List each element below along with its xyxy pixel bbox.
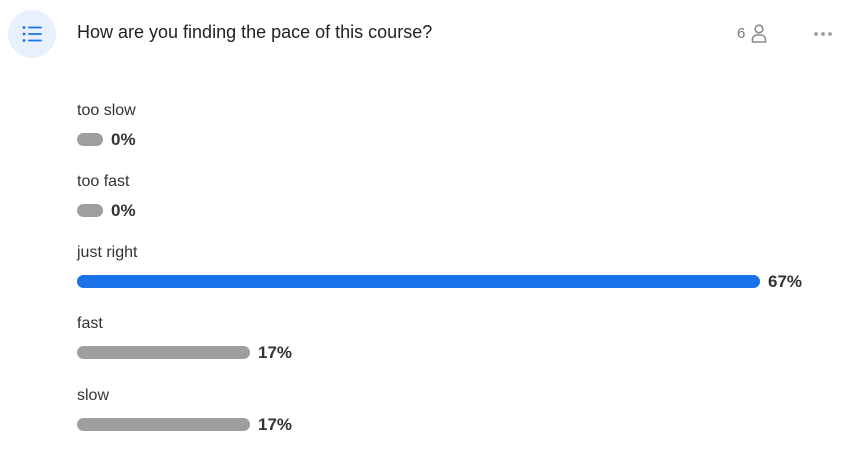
option-percent: 17% bbox=[258, 343, 293, 362]
poll-option: fast 17% bbox=[77, 315, 837, 375]
option-label: just right bbox=[77, 244, 138, 261]
option-label: too slow bbox=[77, 102, 136, 119]
poll-option: slow 17% bbox=[77, 387, 837, 447]
poll-option: just right 67% bbox=[77, 244, 837, 304]
option-bar bbox=[77, 133, 103, 146]
option-percent: 0% bbox=[111, 201, 136, 220]
poll-question: How are you finding the pace of this cou… bbox=[77, 22, 433, 42]
person-icon bbox=[752, 23, 767, 43]
poll-header: How are you finding the pace of this cou… bbox=[0, 0, 847, 66]
list-icon bbox=[8, 10, 56, 58]
more-options-button[interactable] bbox=[810, 24, 836, 44]
option-percent: 0% bbox=[111, 130, 136, 149]
option-label: fast bbox=[77, 315, 103, 332]
option-bar bbox=[77, 418, 250, 431]
option-label: slow bbox=[77, 387, 110, 404]
option-result: 17% bbox=[77, 343, 837, 363]
option-bar bbox=[77, 346, 250, 359]
option-bar bbox=[77, 275, 760, 288]
more-horizontal-icon bbox=[814, 32, 832, 36]
option-result: 67% bbox=[77, 272, 837, 292]
option-bar bbox=[77, 204, 103, 217]
poll-option: too slow 0% bbox=[77, 102, 837, 162]
option-label: too fast bbox=[77, 173, 130, 190]
option-percent: 17% bbox=[258, 415, 293, 434]
option-result: 0% bbox=[77, 130, 837, 150]
respondent-count-value: 6 bbox=[737, 24, 746, 42]
option-result: 0% bbox=[77, 201, 837, 221]
option-result: 17% bbox=[77, 415, 837, 435]
poll-option: too fast 0% bbox=[77, 173, 837, 233]
option-percent: 67% bbox=[768, 272, 803, 291]
respondent-count: 6 bbox=[737, 22, 767, 44]
